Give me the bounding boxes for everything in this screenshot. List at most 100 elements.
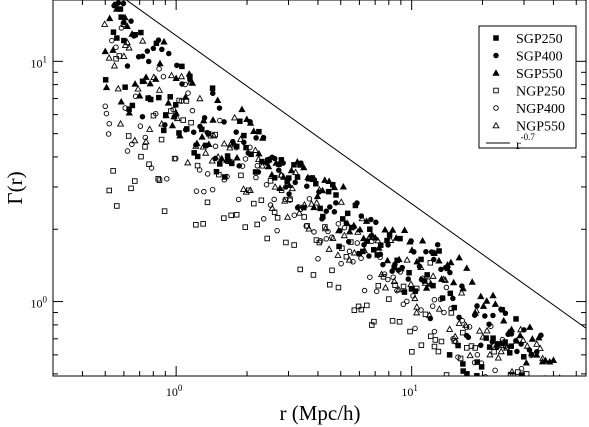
data-point <box>146 79 154 87</box>
data-point <box>310 272 317 278</box>
data-point <box>103 110 110 117</box>
data-point <box>166 50 172 57</box>
data-point <box>479 302 488 309</box>
data-point <box>193 188 200 194</box>
data-point <box>260 216 267 222</box>
data-point <box>412 308 421 316</box>
data-point <box>418 342 425 348</box>
data-point <box>386 232 393 238</box>
data-point <box>438 266 444 273</box>
data-point <box>242 224 249 230</box>
data-point <box>258 197 265 204</box>
data-point <box>523 342 531 349</box>
data-point <box>120 0 127 7</box>
data-point <box>435 348 442 355</box>
data-point <box>209 186 216 193</box>
data-point <box>253 135 259 141</box>
data-point <box>193 222 199 228</box>
data-point <box>508 367 516 375</box>
data-point <box>236 135 245 142</box>
data-point <box>329 234 337 241</box>
data-point <box>160 37 168 45</box>
data-point <box>446 325 454 332</box>
data-point <box>397 264 405 272</box>
data-point <box>500 316 508 324</box>
data-point <box>350 221 358 229</box>
data-point <box>478 360 485 366</box>
data-point <box>418 307 424 313</box>
data-point <box>450 295 456 302</box>
data-point <box>424 272 430 278</box>
data-point <box>514 348 520 355</box>
data-point <box>216 171 222 178</box>
data-point <box>317 238 324 244</box>
data-point <box>276 167 282 173</box>
data-point <box>358 213 365 219</box>
data-point <box>264 235 270 242</box>
data-point <box>425 311 434 318</box>
data-point <box>497 383 502 388</box>
data-point <box>272 159 280 166</box>
data-point <box>183 98 190 104</box>
data-point <box>502 343 509 350</box>
data-point <box>146 95 152 101</box>
data-point <box>333 192 339 198</box>
data-point <box>271 196 277 203</box>
data-point <box>155 37 162 43</box>
data-point <box>429 272 437 279</box>
data-point <box>375 282 382 289</box>
data-point <box>210 90 216 97</box>
data-point <box>120 52 128 59</box>
data-point <box>491 343 499 351</box>
data-point <box>499 336 506 343</box>
data-point <box>441 276 449 283</box>
data-point <box>389 268 395 274</box>
data-point <box>375 244 383 251</box>
data-point <box>477 292 485 300</box>
data-point <box>340 231 348 239</box>
data-point <box>137 123 144 129</box>
data-point <box>131 80 139 87</box>
data-point <box>145 58 152 65</box>
data-point <box>528 389 534 394</box>
data-point <box>251 146 260 153</box>
data-point <box>387 236 395 243</box>
data-point <box>233 153 241 161</box>
data-point <box>277 171 285 178</box>
data-point <box>325 177 333 184</box>
data-point <box>264 162 273 170</box>
data-point <box>341 224 348 231</box>
data-point <box>161 127 167 134</box>
data-point <box>364 302 370 309</box>
data-point <box>528 335 537 342</box>
data-point <box>472 345 478 351</box>
data-point <box>113 44 119 50</box>
data-point <box>523 371 530 376</box>
legend-label: NGP550 <box>516 120 565 135</box>
data-point <box>457 288 466 296</box>
data-point <box>105 131 112 137</box>
data-point <box>471 359 478 366</box>
data-point <box>125 133 132 139</box>
data-point <box>486 344 493 350</box>
data-point <box>354 240 361 246</box>
data-point <box>394 287 400 294</box>
data-point <box>221 215 227 221</box>
data-point <box>132 93 139 100</box>
data-point <box>483 297 491 304</box>
data-point <box>408 246 416 253</box>
data-point <box>315 185 324 193</box>
data-point <box>172 102 179 108</box>
data-point <box>221 177 228 183</box>
data-point <box>170 112 178 120</box>
data-point <box>409 349 415 355</box>
data-point <box>478 342 484 349</box>
data-point <box>483 326 491 334</box>
data-point <box>343 253 350 260</box>
data-point <box>412 325 418 332</box>
data-point <box>358 306 365 313</box>
data-point <box>329 267 335 274</box>
data-points <box>101 0 561 394</box>
data-point <box>253 174 259 181</box>
data-point <box>156 177 163 183</box>
